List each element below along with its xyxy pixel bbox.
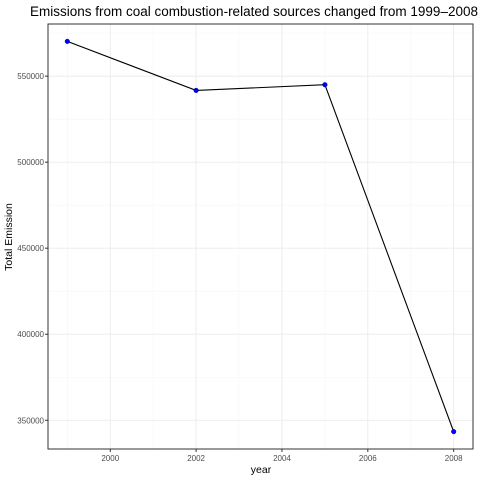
x-tick-label: 2006 — [359, 454, 377, 463]
y-axis-title: Total Emission — [3, 203, 15, 271]
data-point — [451, 429, 457, 435]
series-line — [67, 40, 455, 432]
x-axis-title: year — [251, 464, 272, 476]
y-tick-label: 450000 — [17, 244, 44, 253]
y-tick-label: 350000 — [17, 416, 44, 425]
x-tick-label: 2002 — [187, 454, 205, 463]
series — [64, 38, 457, 435]
data-point — [64, 38, 70, 44]
data-point — [322, 82, 328, 88]
y-tick-label: 400000 — [17, 330, 44, 339]
y-tick-label: 550000 — [17, 72, 44, 81]
data-point — [193, 87, 199, 93]
x-tick-label: 2004 — [273, 454, 291, 463]
x-tick-label: 2008 — [445, 454, 463, 463]
axis-ticks: 2000 2002 2004 2006 2008 350000 400000 450000 50… — [17, 72, 463, 463]
x-tick-label: 2000 — [101, 454, 119, 463]
y-tick-label: 500000 — [17, 158, 44, 167]
chart-title: Emissions from coal combustion-related s… — [30, 4, 478, 19]
grid — [48, 24, 473, 449]
plot-panel-border — [47, 23, 474, 450]
